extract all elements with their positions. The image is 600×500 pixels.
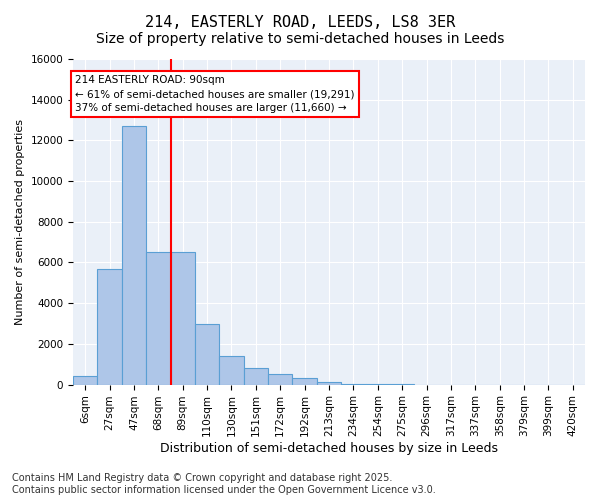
- Y-axis label: Number of semi-detached properties: Number of semi-detached properties: [15, 119, 25, 325]
- Text: 214 EASTERLY ROAD: 90sqm
← 61% of semi-detached houses are smaller (19,291)
37% : 214 EASTERLY ROAD: 90sqm ← 61% of semi-d…: [76, 76, 355, 114]
- X-axis label: Distribution of semi-detached houses by size in Leeds: Distribution of semi-detached houses by …: [160, 442, 498, 455]
- Text: Contains HM Land Registry data © Crown copyright and database right 2025.
Contai: Contains HM Land Registry data © Crown c…: [12, 474, 436, 495]
- Bar: [146, 252, 170, 384]
- Bar: [317, 382, 341, 384]
- Bar: [268, 374, 292, 384]
- Text: Size of property relative to semi-detached houses in Leeds: Size of property relative to semi-detach…: [96, 32, 504, 46]
- Bar: [73, 376, 97, 384]
- Bar: [195, 324, 220, 384]
- Text: 214, EASTERLY ROAD, LEEDS, LS8 3ER: 214, EASTERLY ROAD, LEEDS, LS8 3ER: [145, 15, 455, 30]
- Bar: [97, 268, 122, 384]
- Bar: [292, 378, 317, 384]
- Bar: [170, 252, 195, 384]
- Bar: [244, 368, 268, 384]
- Bar: [122, 126, 146, 384]
- Bar: [220, 356, 244, 384]
